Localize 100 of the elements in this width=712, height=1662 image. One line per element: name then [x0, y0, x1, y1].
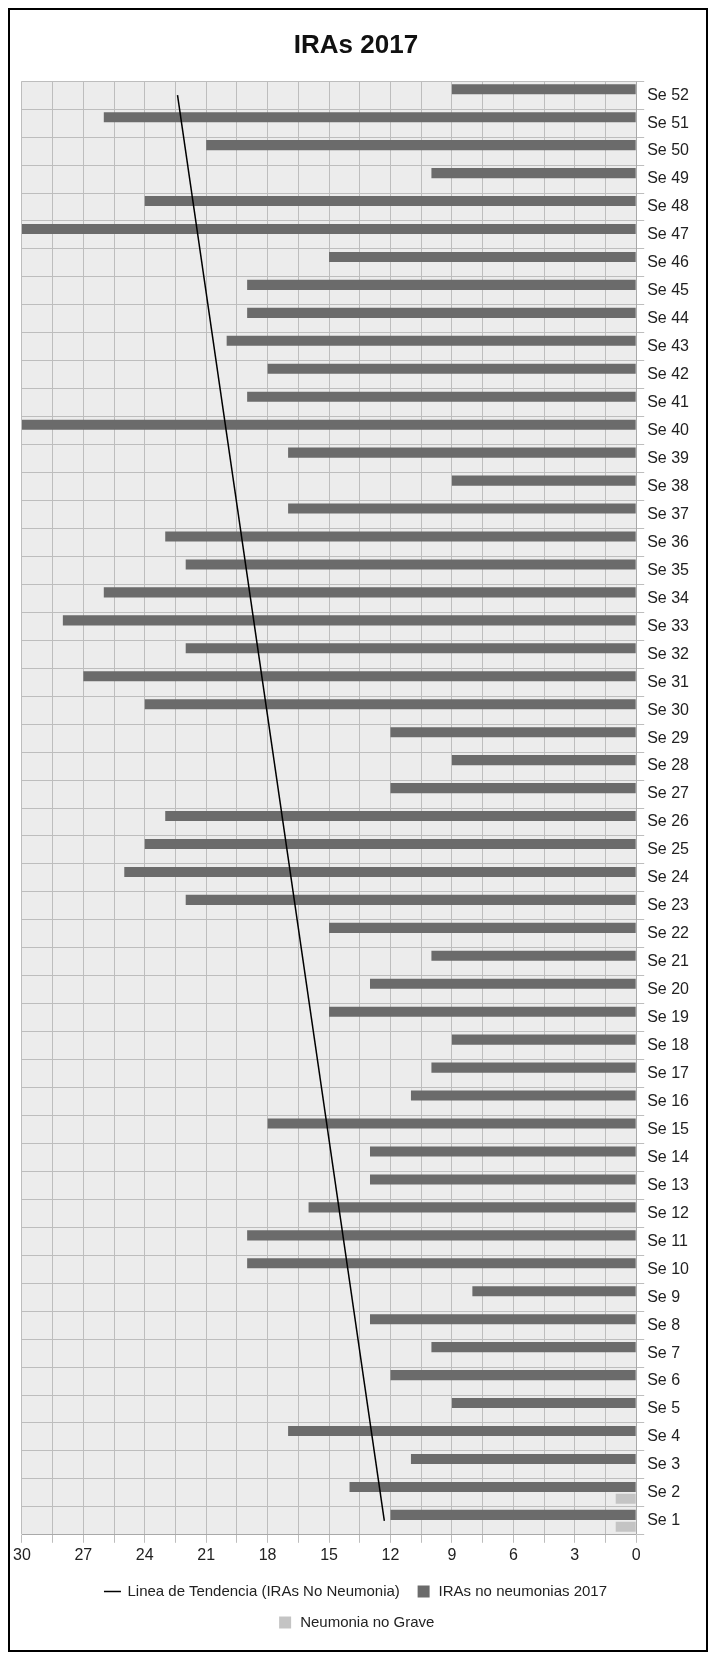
- y-tick-label: Se 47: [647, 225, 690, 243]
- bar: [451, 1398, 636, 1409]
- bar: [472, 1286, 636, 1297]
- y-tick-label: Se 24: [647, 868, 690, 886]
- y-tick-label: Se 4: [647, 1427, 681, 1445]
- bar: [370, 1146, 636, 1157]
- y-tick-label: Se 39: [647, 448, 690, 466]
- x-tick-label: 3: [570, 1545, 580, 1563]
- y-tick-label: Se 36: [647, 532, 690, 550]
- y-tick-label: Se 37: [647, 504, 690, 522]
- y-tick-label: Se 21: [647, 952, 690, 970]
- y-tick-label: Se 15: [647, 1119, 690, 1137]
- bar: [329, 922, 636, 933]
- bar: [288, 447, 636, 458]
- bar: [144, 699, 636, 710]
- y-tick-label: Se 30: [647, 700, 690, 718]
- y-tick-label: Se 41: [647, 393, 690, 411]
- bar: [431, 950, 636, 961]
- y-tick-label: Se 12: [647, 1203, 690, 1221]
- y-tick-label: Se 9: [647, 1287, 681, 1305]
- bar: [247, 307, 636, 318]
- y-tick-label: Se 40: [647, 421, 690, 439]
- y-tick-label: Se 34: [647, 588, 690, 606]
- y-tick-label: Se 6: [647, 1371, 681, 1389]
- y-tick-label: Se 46: [647, 253, 690, 271]
- y-tick-label: Se 44: [647, 309, 690, 327]
- y-tick-label: Se 26: [647, 812, 690, 830]
- x-tick-label: 21: [197, 1545, 216, 1563]
- bar: [431, 1342, 636, 1353]
- bar: [288, 1425, 636, 1437]
- bar: [247, 391, 636, 402]
- y-tick-label: Se 1: [647, 1511, 681, 1529]
- legend-label: IRAs no neumonias 2017: [438, 1581, 608, 1599]
- bar: [431, 168, 636, 179]
- bar: [431, 1062, 636, 1073]
- y-tick-label: Se 27: [647, 784, 690, 802]
- x-tick-label: 30: [13, 1545, 31, 1563]
- bar: [451, 84, 636, 95]
- bar: [226, 335, 636, 346]
- bar: [185, 894, 636, 905]
- bar: [390, 727, 636, 738]
- bar: [390, 1370, 636, 1381]
- y-tick-label: Se 5: [647, 1399, 681, 1417]
- bar: [288, 503, 636, 514]
- bar: [267, 363, 636, 374]
- bar: [185, 559, 636, 570]
- bar: [370, 1174, 636, 1185]
- y-tick-label: Se 23: [647, 896, 690, 914]
- x-tick-label: 9: [447, 1545, 457, 1563]
- y-tick-label: Se 2: [647, 1483, 681, 1501]
- bar: [165, 810, 636, 822]
- bar: [247, 1230, 636, 1241]
- y-tick-label: Se 3: [647, 1455, 681, 1473]
- bar: [308, 1202, 636, 1213]
- bar: [390, 783, 636, 794]
- bar: [144, 838, 636, 850]
- bar: [62, 615, 636, 626]
- y-tick-label: Se 52: [647, 85, 690, 103]
- chart-title: IRAs 2017: [293, 28, 419, 59]
- y-tick-label: Se 32: [647, 644, 690, 662]
- y-tick-label: Se 8: [647, 1315, 681, 1333]
- y-tick-label: Se 43: [647, 337, 690, 355]
- y-tick-label: Se 29: [647, 728, 690, 746]
- legend-label: Neumonia no Grave: [300, 1612, 435, 1630]
- y-tick-label: Se 45: [647, 281, 690, 299]
- y-tick-label: Se 42: [647, 365, 690, 383]
- x-tick-label: 27: [74, 1545, 93, 1563]
- y-tick-label: Se 19: [647, 1008, 690, 1026]
- y-tick-label: Se 31: [647, 672, 690, 690]
- x-tick-label: 6: [508, 1545, 518, 1563]
- x-tick-label: 18: [258, 1545, 277, 1563]
- bar: [451, 475, 636, 486]
- bar: [370, 978, 636, 989]
- x-tick-label: 0: [631, 1545, 641, 1563]
- y-tick-label: Se 50: [647, 141, 690, 159]
- y-tick-label: Se 49: [647, 169, 690, 187]
- bar: [390, 1509, 636, 1520]
- y-tick-label: Se 11: [647, 1231, 688, 1249]
- bar: [451, 755, 636, 766]
- y-tick-label: Se 20: [647, 980, 690, 998]
- legend-label: Linea de Tendencia (IRAs No Neumonia): [127, 1581, 400, 1599]
- bar: [451, 1034, 636, 1045]
- y-tick-label: Se 35: [647, 560, 690, 578]
- y-tick-label: Se 13: [647, 1175, 690, 1193]
- x-tick-label: 24: [135, 1545, 154, 1563]
- y-tick-label: Se 33: [647, 616, 690, 634]
- bar: [410, 1090, 636, 1101]
- bar: [329, 251, 636, 263]
- bar: [410, 1453, 636, 1465]
- y-tick-label: Se 28: [647, 756, 690, 774]
- bar: [144, 196, 636, 207]
- bar: [124, 866, 636, 877]
- y-tick-label: Se 51: [647, 113, 690, 131]
- bar: [165, 531, 636, 542]
- y-tick-label: Se 48: [647, 197, 690, 215]
- y-tick-label: Se 14: [647, 1147, 690, 1165]
- bar: [247, 279, 636, 290]
- y-tick-label: Se 17: [647, 1063, 690, 1081]
- bar: [247, 1258, 636, 1269]
- bar: [83, 671, 636, 682]
